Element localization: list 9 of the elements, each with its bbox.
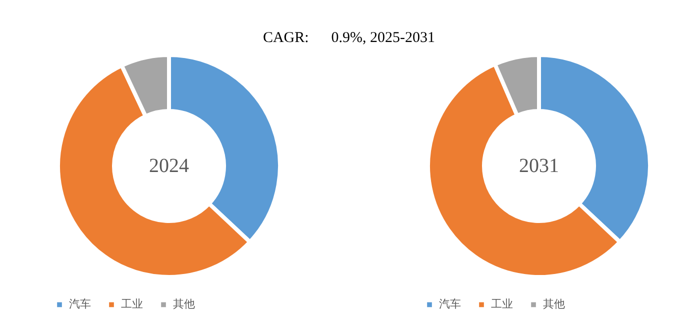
- legend-label: 其他: [173, 298, 195, 311]
- legend-label: 工业: [121, 298, 143, 311]
- legend-label: 汽车: [439, 298, 461, 311]
- text: 2024: [149, 155, 189, 177]
- text: 2031: [519, 155, 559, 177]
- legend-label: 汽车: [69, 298, 91, 311]
- legend-label: 工业: [491, 298, 513, 311]
- text: CAGR: 0.9%, 2025-2031: [262, 30, 436, 47]
- legend-label: 其他: [543, 298, 565, 311]
